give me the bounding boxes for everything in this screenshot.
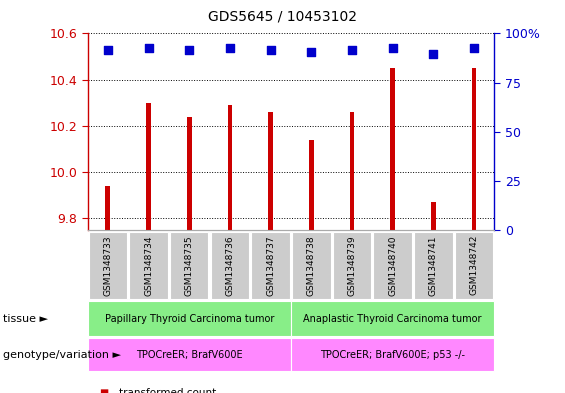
- Text: TPOCreER; BrafV600E; p53 -/-: TPOCreER; BrafV600E; p53 -/-: [320, 350, 465, 360]
- Text: GSM1348736: GSM1348736: [225, 235, 234, 296]
- Bar: [431, 202, 436, 230]
- Point: [266, 46, 275, 53]
- Point: [144, 45, 153, 51]
- Text: TPOCreER; BrafV600E: TPOCreER; BrafV600E: [136, 350, 242, 360]
- Text: GSM1348734: GSM1348734: [144, 235, 153, 296]
- Bar: [146, 103, 151, 230]
- Bar: [268, 112, 273, 230]
- Point: [429, 51, 438, 57]
- Text: tissue ►: tissue ►: [3, 314, 48, 324]
- Text: transformed count: transformed count: [119, 388, 216, 393]
- Bar: [228, 105, 232, 230]
- Text: GSM1348741: GSM1348741: [429, 235, 438, 296]
- Point: [225, 45, 234, 51]
- Bar: [187, 117, 192, 230]
- Text: GSM1348742: GSM1348742: [470, 235, 479, 296]
- Point: [185, 46, 194, 53]
- Text: GSM1348737: GSM1348737: [266, 235, 275, 296]
- Point: [388, 45, 397, 51]
- Text: GDS5645 / 10453102: GDS5645 / 10453102: [208, 10, 357, 24]
- Point: [470, 45, 479, 51]
- Bar: [309, 140, 314, 230]
- Text: Papillary Thyroid Carcinoma tumor: Papillary Thyroid Carcinoma tumor: [105, 314, 274, 324]
- Text: Anaplastic Thyroid Carcinoma tumor: Anaplastic Thyroid Carcinoma tumor: [303, 314, 482, 324]
- Bar: [106, 186, 110, 230]
- Text: GSM1348740: GSM1348740: [388, 235, 397, 296]
- Text: GSM1348739: GSM1348739: [347, 235, 357, 296]
- Text: GSM1348738: GSM1348738: [307, 235, 316, 296]
- Bar: [472, 68, 476, 230]
- Point: [103, 46, 112, 53]
- Text: ■: ■: [99, 388, 108, 393]
- Point: [347, 46, 357, 53]
- Text: genotype/variation ►: genotype/variation ►: [3, 350, 121, 360]
- Point: [307, 49, 316, 55]
- Bar: [350, 112, 354, 230]
- Text: GSM1348735: GSM1348735: [185, 235, 194, 296]
- Bar: [390, 68, 395, 230]
- Text: GSM1348733: GSM1348733: [103, 235, 112, 296]
